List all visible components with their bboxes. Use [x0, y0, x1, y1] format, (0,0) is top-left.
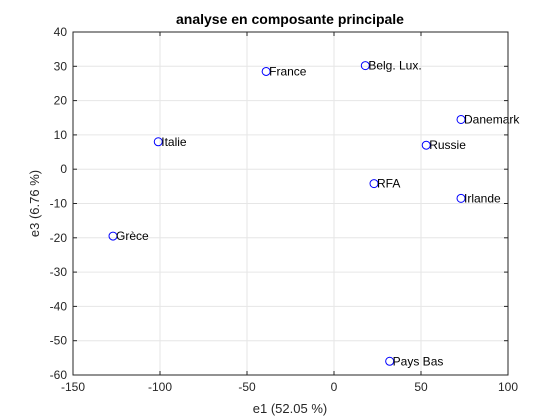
x-tick-label: 100 — [498, 380, 518, 394]
data-points: France Belg. Lux. Danemark Italie Russie RFA I… — [108, 59, 520, 368]
data-point-label: Russie — [429, 138, 466, 152]
data-point-label: RFA — [377, 177, 400, 191]
data-point-marker — [385, 356, 395, 366]
data-point-label: Irlande — [464, 191, 501, 205]
y-axis-title: e3 (6.76 %) — [27, 170, 42, 237]
y-tick-label: -30 — [50, 265, 68, 279]
data-point-marker — [456, 193, 466, 203]
y-tick-label: 10 — [54, 128, 68, 142]
y-tick-label: -40 — [50, 299, 68, 313]
x-tick-label: 0 — [331, 380, 338, 394]
data-point-marker — [360, 61, 370, 71]
y-tick-label: -50 — [50, 334, 68, 348]
y-tick-label: 40 — [54, 25, 68, 39]
data-point-marker — [421, 140, 431, 150]
y-tick-label: 30 — [54, 59, 68, 73]
y-tick-label: 0 — [60, 162, 67, 176]
y-tick-label: -20 — [50, 231, 68, 245]
data-point-marker — [153, 137, 163, 147]
data-point-marker — [261, 66, 271, 76]
x-tick-label: 50 — [414, 380, 428, 394]
data-point-label: Grèce — [116, 229, 149, 243]
data-point-marker — [369, 179, 379, 189]
data-point-label: Danemark — [464, 112, 520, 126]
x-axis-title: e1 (52.05 %) — [253, 401, 327, 416]
x-tick-label: -50 — [238, 380, 256, 394]
y-tick-label: 20 — [54, 94, 68, 108]
data-point-label: France — [269, 64, 307, 78]
y-axis-ticks: -60 -50 -40 -30 -20 -10 0 10 20 30 40 — [50, 25, 508, 382]
data-point-label: Italie — [161, 135, 187, 149]
data-point-label: Belg. Lux. — [368, 59, 421, 73]
chart-title: analyse en composante principale — [176, 11, 404, 27]
grid-lines — [72, 31, 509, 376]
y-tick-label: -60 — [50, 368, 68, 382]
data-point-marker — [108, 231, 118, 241]
x-tick-label: -100 — [148, 380, 172, 394]
data-point-marker — [456, 114, 466, 124]
x-axis-ticks: -150 -100 -50 0 50 100 — [61, 32, 518, 394]
data-point-label: Pays Bas — [393, 354, 444, 368]
y-tick-label: -10 — [50, 197, 68, 211]
x-tick-label: -150 — [61, 380, 85, 394]
